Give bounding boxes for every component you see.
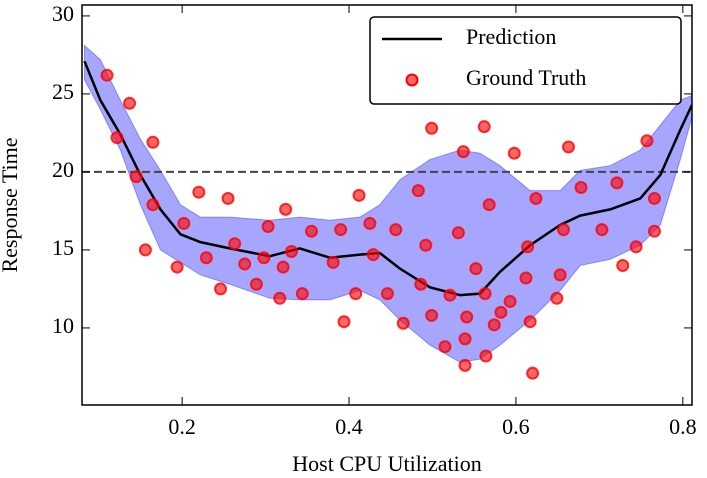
x-tick-label: 0.4 (335, 414, 363, 439)
point (214, 282, 228, 296)
point (284, 244, 298, 258)
y-tick-label: 15 (52, 235, 74, 260)
point (100, 68, 114, 82)
point (123, 96, 137, 110)
point (556, 223, 570, 237)
prediction-line (83, 60, 692, 297)
point (519, 271, 533, 285)
legend-label: Prediction (466, 24, 556, 49)
point (507, 146, 521, 160)
point (529, 191, 543, 205)
point (352, 188, 366, 202)
point (616, 259, 630, 273)
point (425, 121, 439, 135)
point (553, 268, 567, 282)
point (458, 332, 472, 346)
point (295, 287, 309, 301)
point (438, 340, 452, 354)
x-tick-label: 0.2 (168, 414, 196, 439)
point (257, 251, 271, 265)
x-tick-label: 0.6 (502, 414, 530, 439)
point (380, 287, 394, 301)
point (425, 308, 439, 322)
confidence-band (84, 44, 692, 363)
point (129, 170, 143, 184)
point (523, 315, 537, 329)
point (366, 248, 380, 262)
point (477, 120, 491, 134)
point (521, 240, 535, 254)
point (334, 223, 348, 237)
point (396, 316, 410, 330)
point (640, 134, 654, 148)
y-tick-label: 30 (52, 1, 74, 26)
point (561, 140, 575, 154)
point (337, 315, 351, 329)
point (192, 185, 206, 199)
point (221, 191, 235, 205)
point (460, 310, 474, 324)
point (279, 202, 293, 216)
point (276, 260, 290, 274)
point (550, 291, 564, 305)
point (487, 318, 501, 332)
point (146, 198, 160, 212)
point (238, 257, 252, 271)
x-axis-label: Host CPU Utilization (292, 451, 481, 476)
legend-box (369, 16, 682, 105)
point (414, 277, 428, 291)
y-tick-label: 20 (52, 157, 74, 182)
point (411, 184, 425, 198)
point (526, 366, 540, 380)
point (479, 349, 493, 363)
point (304, 224, 318, 238)
legend-marker (405, 73, 419, 87)
point (478, 287, 492, 301)
point (146, 135, 160, 149)
legend-label: Ground Truth (466, 65, 586, 90)
point (261, 220, 275, 234)
point (199, 251, 213, 265)
y-axis-label: Response Time (0, 137, 22, 272)
point (273, 291, 287, 305)
point (138, 243, 152, 257)
point (249, 277, 263, 291)
point (458, 358, 472, 372)
point (349, 287, 363, 301)
point (228, 237, 242, 251)
point (595, 223, 609, 237)
point (494, 305, 508, 319)
point (363, 216, 377, 230)
point (443, 288, 457, 302)
point (419, 238, 433, 252)
point (389, 223, 403, 237)
point (469, 262, 483, 276)
point (503, 294, 517, 308)
point (456, 145, 470, 159)
point (574, 181, 588, 195)
point (170, 260, 184, 274)
x-tick-label: 0.8 (669, 414, 697, 439)
y-tick-label: 10 (52, 313, 74, 338)
point (629, 240, 643, 254)
point (482, 198, 496, 212)
point (647, 191, 661, 205)
point (451, 226, 465, 240)
y-tick-label: 25 (52, 79, 74, 104)
point (610, 176, 624, 190)
plot (82, 44, 692, 380)
point (326, 255, 340, 269)
point (647, 224, 661, 238)
point (110, 131, 124, 145)
point (177, 216, 191, 230)
plot-frame (81, 4, 693, 406)
